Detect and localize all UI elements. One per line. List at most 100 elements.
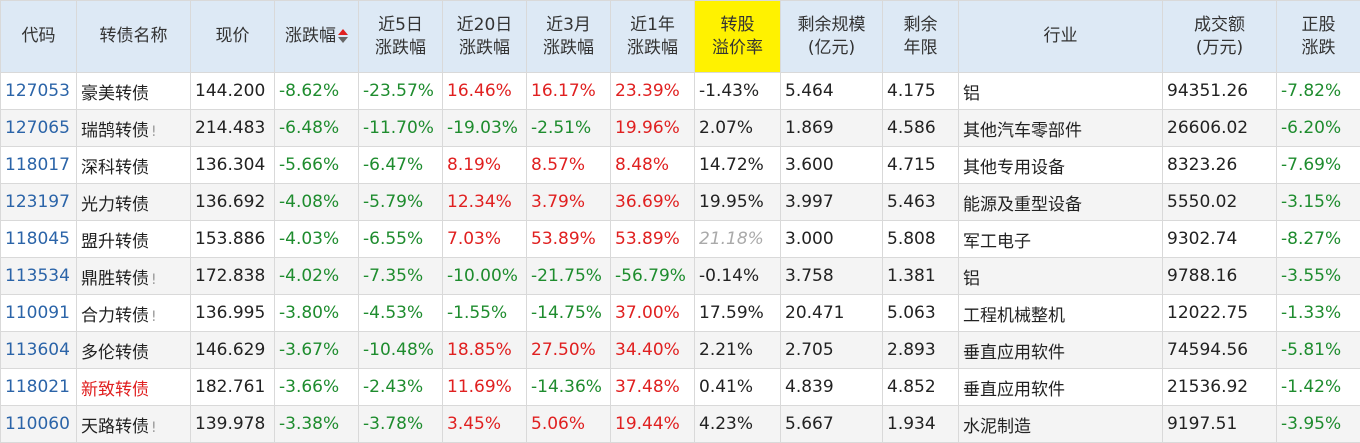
change-3m-cell: -14.36% [531, 377, 602, 397]
change-3m-cell: 27.50% [531, 340, 596, 360]
header-industry[interactable]: 行业 [959, 1, 1163, 73]
header-code[interactable]: 代码 [1, 1, 77, 73]
change-cell: -3.80% [279, 303, 339, 323]
bond-name[interactable]: 天路转债 [81, 417, 149, 437]
price-cell: 172.838 [195, 266, 265, 286]
scale-cell: 3.000 [785, 229, 834, 249]
change-5d-cell: -23.57% [363, 81, 434, 101]
years-cell: 4.715 [887, 155, 936, 175]
premium-cell: -1.43% [699, 81, 759, 101]
header-price[interactable]: 现价 [191, 1, 275, 73]
bond-name[interactable]: 盟升转债 [81, 232, 149, 252]
change-5d-cell: -7.35% [363, 266, 423, 286]
change-1y-cell: 34.40% [615, 340, 680, 360]
bond-name[interactable]: 鼎胜转债 [81, 269, 149, 289]
industry-cell: 军工电子 [963, 232, 1031, 252]
price-cell: 214.483 [195, 118, 265, 138]
years-cell: 4.852 [887, 377, 936, 397]
bond-name[interactable]: 新致转债 [81, 380, 149, 400]
bond-code[interactable]: 118017 [5, 155, 70, 175]
bond-code[interactable]: 127065 [5, 118, 70, 138]
change-3m-cell: -2.51% [531, 118, 591, 138]
stock-change-cell: -6.20% [1281, 118, 1341, 138]
bond-code[interactable]: 113534 [5, 266, 70, 286]
change-20d-cell: -19.03% [447, 118, 518, 138]
bond-code[interactable]: 110091 [5, 303, 70, 323]
premium-cell: 14.72% [699, 155, 764, 175]
bond-name[interactable]: 光力转债 [81, 195, 149, 215]
change-5d-cell: -3.78% [363, 414, 423, 434]
header-5d[interactable]: 近5日涨跌幅 [359, 1, 443, 73]
bond-code[interactable]: 118021 [5, 377, 70, 397]
years-cell: 1.934 [887, 414, 936, 434]
change-cell: -3.67% [279, 340, 339, 360]
scale-cell: 2.705 [785, 340, 834, 360]
change-1y-cell: 53.89% [615, 229, 680, 249]
premium-cell: 0.41% [699, 377, 753, 397]
industry-cell: 垂直应用软件 [963, 343, 1065, 363]
change-3m-cell: 53.89% [531, 229, 596, 249]
header-years[interactable]: 剩余年限 [883, 1, 959, 73]
scale-cell: 3.758 [785, 266, 834, 286]
bond-code[interactable]: 127053 [5, 81, 70, 101]
years-cell: 5.808 [887, 229, 936, 249]
stock-change-cell: -3.15% [1281, 192, 1341, 212]
change-3m-cell: 8.57% [531, 155, 585, 175]
premium-cell: 17.59% [699, 303, 764, 323]
header-1y[interactable]: 近1年涨跌幅 [611, 1, 695, 73]
bond-code[interactable]: 118045 [5, 229, 70, 249]
bond-name[interactable]: 深科转债 [81, 158, 149, 178]
stock-change-cell: -5.81% [1281, 340, 1341, 360]
warning-mark-icon: ! [151, 124, 157, 140]
bond-code[interactable]: 110060 [5, 414, 70, 434]
bond-name[interactable]: 瑞鹄转债 [81, 121, 149, 141]
years-cell: 4.175 [887, 81, 936, 101]
years-cell: 5.063 [887, 303, 936, 323]
scale-cell: 3.600 [785, 155, 834, 175]
price-cell: 136.995 [195, 303, 265, 323]
change-20d-cell: 16.46% [447, 81, 512, 101]
change-1y-cell: 19.96% [615, 118, 680, 138]
change-cell: -3.38% [279, 414, 339, 434]
price-cell: 136.692 [195, 192, 265, 212]
change-20d-cell: -10.00% [447, 266, 518, 286]
bond-name[interactable]: 合力转债 [81, 306, 149, 326]
change-1y-cell: 19.44% [615, 414, 680, 434]
header-scale[interactable]: 剩余规模(亿元) [781, 1, 883, 73]
turnover-cell: 94351.26 [1167, 81, 1248, 101]
sort-icon[interactable] [338, 29, 348, 43]
change-cell: -5.66% [279, 155, 339, 175]
change-3m-cell: 3.79% [531, 192, 585, 212]
industry-cell: 其他汽车零部件 [963, 121, 1082, 141]
price-cell: 144.200 [195, 81, 265, 101]
header-3m[interactable]: 近3月涨跌幅 [527, 1, 611, 73]
header-20d[interactable]: 近20日涨跌幅 [443, 1, 527, 73]
change-5d-cell: -5.79% [363, 192, 423, 212]
header-change[interactable]: 涨跌幅 [275, 1, 359, 73]
price-cell: 153.886 [195, 229, 265, 249]
bond-code[interactable]: 123197 [5, 192, 70, 212]
header-premium[interactable]: 转股溢价率 [695, 1, 781, 73]
change-20d-cell: 12.34% [447, 192, 512, 212]
years-cell: 4.586 [887, 118, 936, 138]
industry-cell: 其他专用设备 [963, 158, 1065, 178]
bond-name[interactable]: 豪美转债 [81, 84, 149, 104]
header-name[interactable]: 转债名称 [77, 1, 191, 73]
years-cell: 1.381 [887, 266, 936, 286]
header-stock-change[interactable]: 正股涨跌 [1277, 1, 1360, 73]
bond-code[interactable]: 113604 [5, 340, 70, 360]
turnover-cell: 8323.26 [1167, 155, 1237, 175]
bond-name[interactable]: 多伦转债 [81, 343, 149, 363]
price-cell: 136.304 [195, 155, 265, 175]
header-turnover[interactable]: 成交额(万元) [1163, 1, 1277, 73]
